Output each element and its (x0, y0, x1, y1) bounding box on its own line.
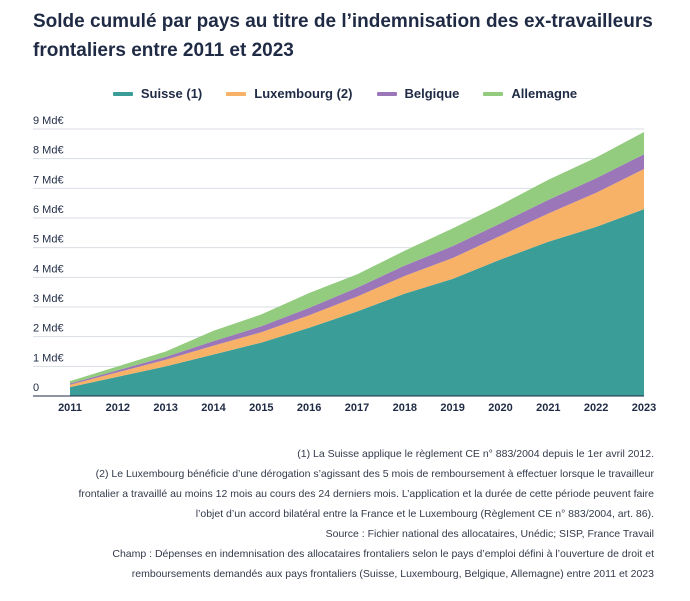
note-line: frontalier a travaillé au moins 12 mois … (78, 488, 655, 500)
source-line: Source : Fichier national des allocatair… (325, 528, 654, 540)
y-tick-label: 3 Md€ (33, 293, 64, 305)
legend-swatch-suisse (112, 91, 133, 96)
legend-item-belgique: Belgique (376, 86, 460, 101)
y-tick-label: 8 Md€ (33, 145, 64, 157)
note-line: (2) Le Luxembourg bénéficie d’une déroga… (95, 468, 654, 480)
x-tick-label: 2017 (345, 402, 369, 414)
x-tick-label: 2013 (153, 402, 177, 414)
note-line: l’objet d’un accord bilatéral entre la F… (195, 508, 654, 520)
legend-label-belgique: Belgique (404, 86, 460, 101)
legend-swatch-allemagne (483, 91, 504, 96)
y-tick-label: 4 Md€ (33, 263, 64, 275)
x-tick-label: 2019 (440, 402, 464, 414)
x-tick-label: 2015 (249, 402, 273, 414)
x-tick-label: 2023 (632, 402, 656, 414)
chart-legend: Suisse (1) Luxembourg (2) Belgique Allem… (0, 86, 690, 101)
legend-item-allemagne: Allemagne (483, 86, 577, 101)
scope-line: remboursements demandés aux pays frontal… (131, 568, 654, 580)
scope-line: Champ : Dépenses en indemnisation des al… (112, 548, 654, 560)
y-tick-label: 6 Md€ (33, 204, 64, 216)
x-tick-label: 2016 (297, 402, 321, 414)
area-suisse (70, 209, 644, 396)
y-tick-label: 7 Md€ (33, 174, 64, 186)
x-tick-label: 2012 (106, 402, 130, 414)
legend-swatch-belgique (376, 91, 397, 96)
y-tick-label: 1 Md€ (33, 352, 64, 364)
legend-label-luxembourg: Luxembourg (2) (254, 86, 353, 101)
x-tick-label: 2021 (536, 402, 560, 414)
legend-item-suisse: Suisse (1) (112, 86, 203, 101)
chart-title: Solde cumulé par pays au titre de l’inde… (33, 11, 653, 61)
x-tick-label: 2022 (584, 402, 608, 414)
x-tick-label: 2011 (58, 402, 82, 414)
note-line: (1) La Suisse applique le règlement CE n… (297, 448, 654, 460)
y-tick-label: 5 Md€ (33, 234, 64, 246)
legend-label-allemagne: Allemagne (511, 86, 578, 101)
legend-swatch-luxembourg (226, 91, 247, 96)
y-tick-label: 2 Md€ (33, 323, 64, 335)
legend-item-luxembourg: Luxembourg (2) (226, 86, 353, 101)
chart-notes: (1) La Suisse applique le règlement CE n… (14, 444, 655, 584)
legend-label-suisse: Suisse (1) (140, 86, 203, 101)
x-tick-label: 2020 (488, 402, 512, 414)
stacked-area-chart: 0 1 Md€ 2 Md€ 3 Md€ 4 Md€ 5 Md€ 6 Md€ 7 Md€ 8 Md… (33, 115, 656, 414)
y-tick-label: 0 (33, 382, 39, 394)
y-tick-label: 9 Md€ (33, 115, 64, 127)
x-tick-label: 2018 (393, 402, 417, 414)
x-tick-label: 2014 (201, 402, 226, 414)
